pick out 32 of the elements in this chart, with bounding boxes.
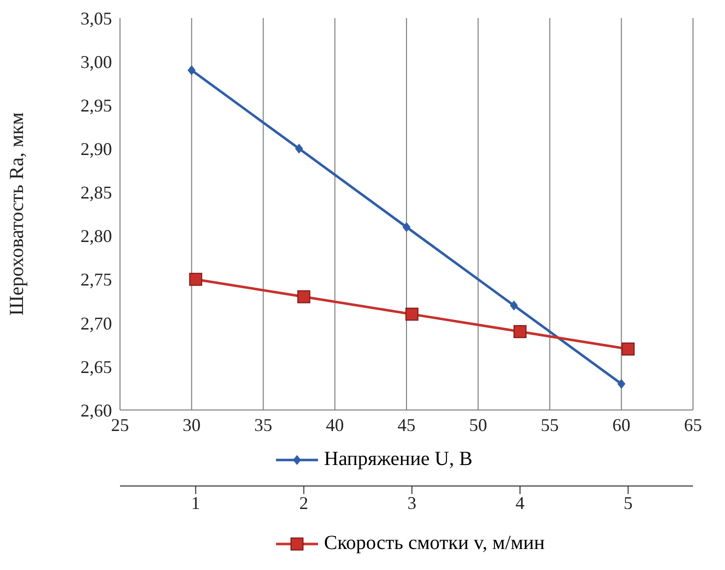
point <box>188 65 196 76</box>
point <box>617 378 626 389</box>
legend-label: Скорость смотки v, м/мин <box>324 532 545 555</box>
x2-tick-label: 4 <box>516 492 525 513</box>
legend-label: Напряжение U, В <box>324 448 472 471</box>
x2-tick-label: 1 <box>191 492 200 513</box>
x-tick-label: 30 <box>182 414 201 435</box>
x-tick-label: 25 <box>111 414 129 435</box>
y-tick-label: 2,65 <box>80 356 112 377</box>
x-tick-label: 45 <box>398 414 416 435</box>
x-tick-label: 55 <box>540 414 559 435</box>
x2-tick-label: 3 <box>407 492 416 513</box>
x-tick-label: 40 <box>326 414 344 435</box>
y-tick-label: 2,95 <box>80 96 112 116</box>
point <box>510 300 518 310</box>
y-tick-label: 2,80 <box>80 226 112 246</box>
y-tick-label: 3,05 <box>80 8 112 28</box>
point <box>295 144 304 154</box>
x2-tick-label: 2 <box>299 492 308 513</box>
y-axis-title: Шероховатость Ra, мкм <box>6 112 28 316</box>
x-tick-label: 60 <box>612 414 630 435</box>
y-tick-label: 2,60 <box>80 400 112 420</box>
x-tick-label: 35 <box>254 414 272 435</box>
point <box>402 222 410 232</box>
y-tick-label: 2,75 <box>80 270 112 290</box>
x-tick-label: 65 <box>684 414 702 435</box>
y-tick-label: 2,70 <box>80 313 112 334</box>
y-tick-label: 3,00 <box>80 52 112 72</box>
x-tick-label: 50 <box>469 414 488 435</box>
y-tick-label: 2,85 <box>80 182 112 203</box>
x2-tick-label: 5 <box>624 492 633 513</box>
y-tick-label: 2,90 <box>80 139 112 160</box>
